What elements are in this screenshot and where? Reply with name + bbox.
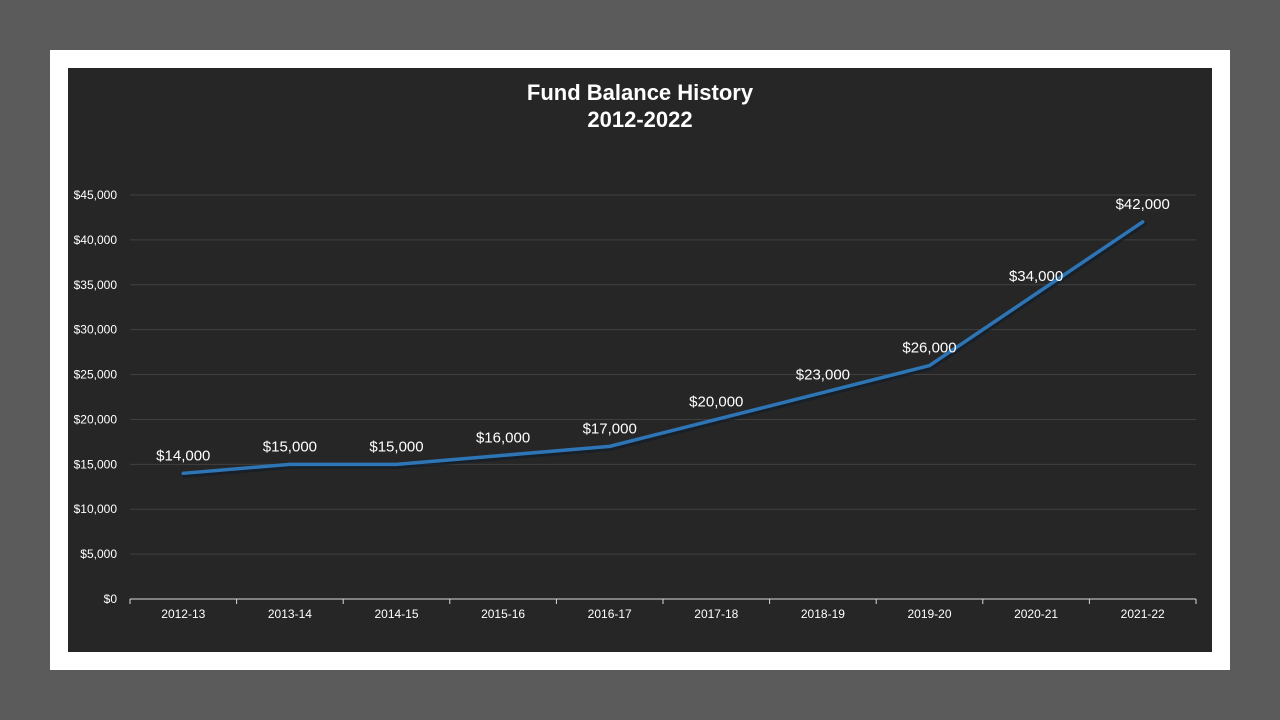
x-tick-label: 2016-17 — [588, 607, 632, 621]
data-point — [288, 462, 292, 466]
x-tick-label: 2013-14 — [268, 607, 312, 621]
x-tick-label: 2017-18 — [694, 607, 738, 621]
data-label: $20,000 — [689, 393, 743, 410]
data-point — [608, 444, 612, 448]
y-axis-tick-labels: $0 $5,000 $10,000 $15,000 $20,000 $25,000 $30,… — [74, 188, 118, 606]
y-tick-label: $30,000 — [74, 323, 118, 337]
y-tick-label: $15,000 — [74, 457, 118, 471]
data-labels: $14,000 $15,000 $15,000 $16,000 $17,000 $20,0… — [156, 196, 1170, 464]
data-point — [1034, 292, 1038, 296]
chart-area — [68, 68, 1212, 652]
y-tick-label: $5,000 — [80, 547, 117, 561]
x-tick-label: 2019-20 — [907, 607, 951, 621]
data-point — [501, 453, 505, 457]
x-tick-label: 2015-16 — [481, 607, 525, 621]
x-axis-tick-labels: 2012-13 2013-14 2014-15 2015-16 2016-17 2017-… — [161, 607, 1165, 621]
chart-title: Fund Balance History 2012-2022 — [0, 79, 1280, 133]
data-label: $15,000 — [369, 438, 423, 455]
data-label: $16,000 — [476, 429, 530, 446]
x-tick-label: 2014-15 — [374, 607, 418, 621]
y-tick-label: $40,000 — [74, 233, 118, 247]
data-point — [181, 471, 185, 475]
y-tick-label: $45,000 — [74, 188, 118, 202]
x-tick-label: 2021-22 — [1121, 607, 1165, 621]
data-label: $15,000 — [263, 438, 317, 455]
data-point — [821, 391, 825, 395]
data-label: $14,000 — [156, 447, 210, 464]
y-tick-label: $10,000 — [74, 502, 118, 516]
data-point — [928, 364, 931, 368]
data-label: $23,000 — [796, 367, 850, 384]
chart-title-line-2: 2012-2022 — [587, 107, 693, 132]
x-tick-label: 2020-21 — [1014, 607, 1058, 621]
y-tick-label: $35,000 — [74, 278, 118, 292]
data-label: $42,000 — [1116, 196, 1170, 213]
x-tick-label: 2018-19 — [801, 607, 845, 621]
series-line-group — [181, 220, 1147, 478]
data-label: $17,000 — [583, 420, 637, 437]
chart-title-line-1: Fund Balance History — [526, 80, 754, 105]
series-line-shadow — [181, 221, 1147, 478]
x-tick-label: 2012-13 — [161, 607, 205, 621]
data-point — [395, 462, 398, 466]
y-tick-label: $0 — [104, 592, 118, 606]
series-line — [181, 220, 1145, 476]
data-label: $26,000 — [902, 340, 956, 357]
y-tick-label: $20,000 — [74, 412, 118, 426]
data-point — [1141, 220, 1145, 224]
y-tick-label: $25,000 — [74, 368, 118, 382]
data-point — [714, 417, 718, 421]
data-label: $34,000 — [1009, 268, 1063, 285]
x-axis — [129, 598, 1197, 604]
gridlines — [130, 194, 1196, 555]
